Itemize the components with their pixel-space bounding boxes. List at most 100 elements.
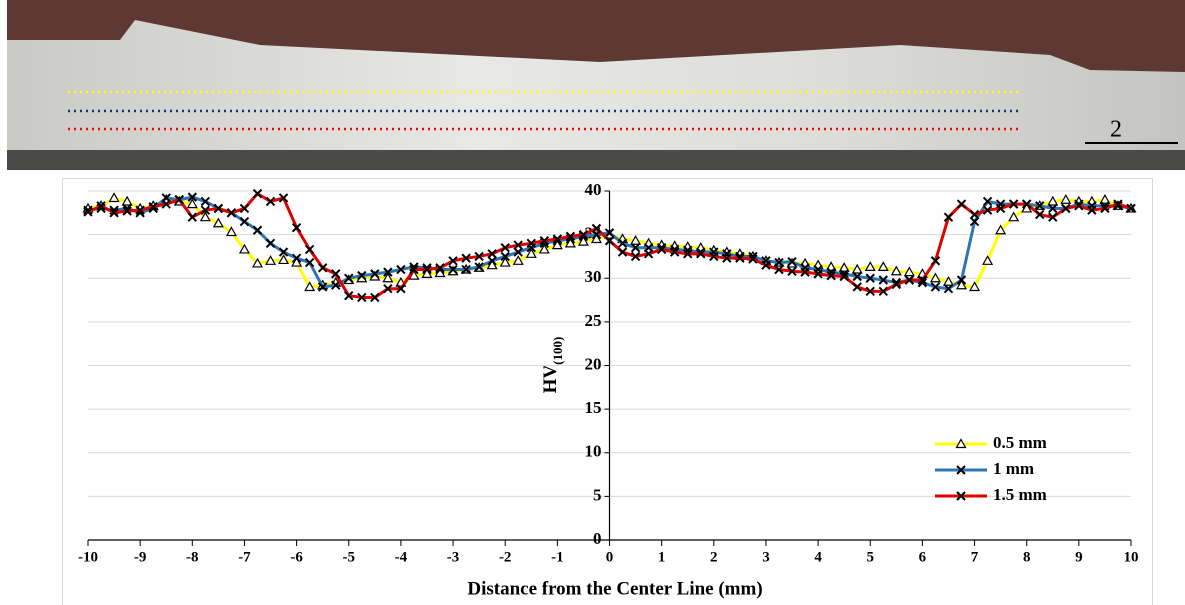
marker (474, 262, 484, 272)
marker (539, 236, 550, 246)
marker (265, 238, 276, 249)
marker (409, 264, 419, 275)
marker (851, 263, 863, 274)
marker (499, 256, 511, 267)
marker (370, 269, 380, 279)
marker (1021, 202, 1033, 213)
marker (683, 249, 693, 259)
marker (982, 255, 994, 265)
marker (942, 276, 955, 286)
marker (735, 253, 745, 263)
marker (291, 256, 303, 267)
marker (487, 256, 497, 266)
weld-region (7, 20, 1185, 155)
marker (551, 239, 563, 250)
y-tick-label: 10 (585, 442, 602, 461)
marker (722, 253, 732, 263)
marker (774, 257, 784, 268)
marker (826, 270, 836, 281)
marker (304, 244, 315, 255)
marker (903, 266, 915, 277)
x-tick-label: 8 (1023, 549, 1031, 565)
marker (383, 267, 393, 277)
marker (564, 237, 576, 248)
marker (291, 253, 302, 263)
marker (774, 264, 784, 275)
marker (278, 193, 289, 203)
marker (161, 199, 171, 209)
marker (982, 205, 993, 215)
x-tick-label: 9 (1075, 549, 1083, 565)
x-tick-label: -3 (447, 549, 460, 565)
marker (344, 290, 354, 301)
marker (761, 260, 771, 270)
marker (943, 284, 954, 294)
marker (108, 192, 120, 203)
marker (422, 264, 432, 275)
x-tick-label: -9 (134, 549, 147, 565)
marker (1048, 212, 1058, 222)
marker (590, 233, 602, 244)
marker (448, 264, 458, 275)
marker (669, 247, 680, 257)
marker (513, 240, 523, 250)
marker (1113, 199, 1123, 209)
marker (252, 225, 263, 235)
marker (525, 248, 537, 258)
marker (382, 272, 394, 283)
x-tick-label: 1 (658, 549, 666, 565)
x-tick-label: -6 (290, 549, 303, 565)
marker (448, 256, 458, 266)
micrograph: 2 (7, 0, 1185, 170)
marker (656, 244, 667, 255)
marker (487, 249, 497, 259)
marker (538, 243, 550, 254)
x-tick-label: 7 (971, 549, 979, 565)
marker (1126, 203, 1136, 214)
marker (122, 206, 132, 216)
marker (930, 282, 941, 292)
x-tick-label: 3 (762, 549, 770, 565)
marker (121, 195, 133, 206)
marker (1113, 201, 1123, 211)
marker (251, 257, 264, 268)
marker (995, 203, 1006, 214)
legend-label: 1.5 mm (993, 485, 1047, 504)
marker (748, 254, 758, 264)
marker (787, 256, 797, 267)
marker (956, 275, 967, 285)
marker (865, 273, 875, 283)
marker (304, 257, 315, 268)
marker (83, 205, 93, 215)
marker (864, 261, 876, 272)
marker (878, 275, 888, 285)
marker (787, 266, 797, 276)
marker (577, 235, 589, 246)
marker (252, 188, 263, 199)
marker (800, 267, 810, 277)
marker (513, 247, 523, 257)
marker (969, 209, 980, 220)
marker (486, 259, 498, 270)
legend: 0.5 mm 1 mm 1.5 mm (935, 433, 1047, 504)
legend-marker (956, 465, 966, 475)
marker (1074, 201, 1084, 211)
marker (852, 271, 862, 282)
marker (1060, 194, 1072, 204)
marker (278, 254, 290, 265)
marker (865, 286, 875, 297)
marker (969, 216, 980, 227)
x-tick-label: -5 (343, 549, 356, 565)
x-tick-label: 6 (919, 549, 927, 565)
scale-label: 2 (1110, 117, 1122, 143)
marker (186, 198, 198, 209)
y-axis-title-main: HV (540, 365, 561, 394)
marker (135, 205, 145, 215)
marker (890, 265, 902, 276)
marker (512, 255, 524, 265)
marker (226, 208, 237, 218)
legend-marker (956, 491, 966, 501)
marker (461, 253, 471, 263)
